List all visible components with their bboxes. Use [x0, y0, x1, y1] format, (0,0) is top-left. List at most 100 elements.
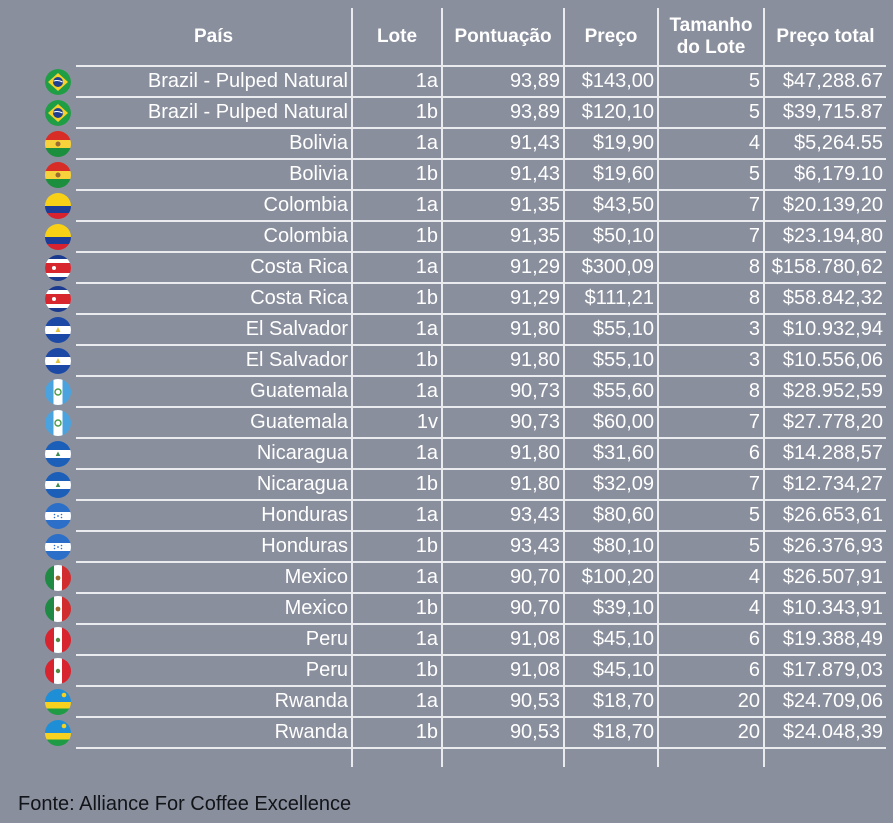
cell-lote: 1a: [351, 314, 442, 346]
cell-lote: 1a: [351, 252, 442, 284]
guatemala-flag-icon: [45, 378, 71, 405]
header-pais: País: [76, 8, 352, 67]
table-row: Brazil - Pulped Natural 1a 93,89 $143,00 5 $4…: [40, 66, 886, 98]
cell-pontuacao: 90,70: [441, 593, 564, 625]
cell-preco-total: $58.842,32: [763, 283, 886, 315]
rwanda-flag-icon: [45, 719, 71, 746]
cell-pais: Peru: [76, 624, 352, 656]
cell-preco-total: $19.388,49: [763, 624, 886, 656]
cell-preco-total: $158.780,62: [763, 252, 886, 284]
cell-lote: 1a: [351, 500, 442, 532]
coffee-lots-table-container: País Lote Pontuação Preço Tamanho do Lot…: [40, 8, 886, 767]
cell-lote: 1a: [351, 66, 442, 98]
cell-preco-total: $26.376,93: [763, 531, 886, 563]
cell-lote: 1b: [351, 531, 442, 563]
cell-tamanho: 6: [657, 624, 764, 656]
table-body: Brazil - Pulped Natural 1a 93,89 $143,00 5 $4…: [40, 66, 886, 767]
cell-preco-total: $24.048,39: [763, 717, 886, 749]
spacer-cell: [351, 748, 442, 767]
rwanda-flag-icon: [45, 688, 71, 715]
cell-lote: 1a: [351, 376, 442, 408]
flag-cell: [40, 190, 76, 221]
table-row: Colombia 1a 91,35 $43,50 7 $20.139,20: [40, 190, 886, 222]
cell-tamanho: 7: [657, 469, 764, 501]
table-row: Costa Rica 1b 91,29 $111,21 8 $58.842,32: [40, 283, 886, 315]
cell-lote: 1a: [351, 686, 442, 718]
table-row: Peru 1a 91,08 $45,10 6 $19.388,49: [40, 624, 886, 656]
cell-lote: 1a: [351, 624, 442, 656]
cell-tamanho: 4: [657, 562, 764, 594]
cell-preco: $39,10: [563, 593, 658, 625]
table-row: Mexico 1b 90,70 $39,10 4 $10.343,91: [40, 593, 886, 625]
cell-preco: $50,10: [563, 221, 658, 253]
peru-flag-icon: [45, 657, 71, 684]
cell-preco: $43,50: [563, 190, 658, 222]
table-row: Colombia 1b 91,35 $50,10 7 $23.194,80: [40, 221, 886, 253]
flag-cell: [40, 624, 76, 655]
table-row: Rwanda 1a 90,53 $18,70 20 $24.709,06: [40, 686, 886, 718]
flag-cell: [40, 717, 76, 748]
cell-tamanho: 3: [657, 314, 764, 346]
cell-pontuacao: 91,35: [441, 190, 564, 222]
mexico-flag-icon: [45, 595, 71, 622]
cell-pais: Bolivia: [76, 128, 352, 160]
brazil-flag-icon: [45, 99, 71, 126]
cell-preco: $60,00: [563, 407, 658, 439]
cell-tamanho: 3: [657, 345, 764, 377]
cell-pontuacao: 91,08: [441, 624, 564, 656]
table-row: Nicaragua 1b 91,80 $32,09 7 $12.734,27: [40, 469, 886, 501]
cell-pontuacao: 91,80: [441, 345, 564, 377]
cell-pontuacao: 91,43: [441, 128, 564, 160]
cell-preco: $300,09: [563, 252, 658, 284]
cell-tamanho: 5: [657, 97, 764, 129]
cell-tamanho: 4: [657, 593, 764, 625]
cell-pontuacao: 91,29: [441, 252, 564, 284]
cell-pais: Rwanda: [76, 717, 352, 749]
cell-tamanho: 8: [657, 283, 764, 315]
flag-cell: [40, 438, 76, 469]
cell-pontuacao: 91,80: [441, 469, 564, 501]
cell-pais: Mexico: [76, 593, 352, 625]
cell-preco-total: $23.194,80: [763, 221, 886, 253]
cell-preco-total: $39,715.87: [763, 97, 886, 129]
spacer-cell: [441, 748, 564, 767]
cell-lote: 1b: [351, 717, 442, 749]
table-header-row: País Lote Pontuação Preço Tamanho do Lot…: [40, 8, 886, 67]
cell-pontuacao: 93,43: [441, 500, 564, 532]
cell-pontuacao: 91,29: [441, 283, 564, 315]
cell-pais: Honduras: [76, 500, 352, 532]
cell-lote: 1a: [351, 438, 442, 470]
cell-pontuacao: 91,80: [441, 314, 564, 346]
table-row: Honduras 1b 93,43 $80,10 5 $26.376,93: [40, 531, 886, 563]
cell-pais: Colombia: [76, 221, 352, 253]
cell-pais: Mexico: [76, 562, 352, 594]
cell-preco-total: $6,179.10: [763, 159, 886, 191]
cell-preco: $32,09: [563, 469, 658, 501]
cell-preco: $18,70: [563, 686, 658, 718]
cell-preco: $45,10: [563, 655, 658, 687]
cell-lote: 1a: [351, 128, 442, 160]
cell-tamanho: 6: [657, 655, 764, 687]
guatemala-flag-icon: [45, 409, 71, 436]
cell-tamanho: 4: [657, 128, 764, 160]
cell-preco: $80,10: [563, 531, 658, 563]
cell-tamanho: 6: [657, 438, 764, 470]
cell-pais: Bolivia: [76, 159, 352, 191]
flag-cell: [40, 159, 76, 190]
el-salvador-flag-icon: [45, 316, 71, 343]
honduras-flag-icon: [45, 502, 71, 529]
table-row: Brazil - Pulped Natural 1b 93,89 $120,10 5 $3…: [40, 97, 886, 129]
cell-preco-total: $47,288.67: [763, 66, 886, 98]
mexico-flag-icon: [45, 564, 71, 591]
cell-tamanho: 7: [657, 407, 764, 439]
flag-cell: [40, 531, 76, 562]
cell-pontuacao: 91,35: [441, 221, 564, 253]
flag-cell: [40, 376, 76, 407]
header-tamanho: Tamanho do Lote: [657, 8, 764, 67]
flag-cell: [40, 221, 76, 252]
cell-preco: $143,00: [563, 66, 658, 98]
peru-flag-icon: [45, 626, 71, 653]
cell-lote: 1b: [351, 159, 442, 191]
cell-pais: Costa Rica: [76, 252, 352, 284]
cell-tamanho: 20: [657, 717, 764, 749]
